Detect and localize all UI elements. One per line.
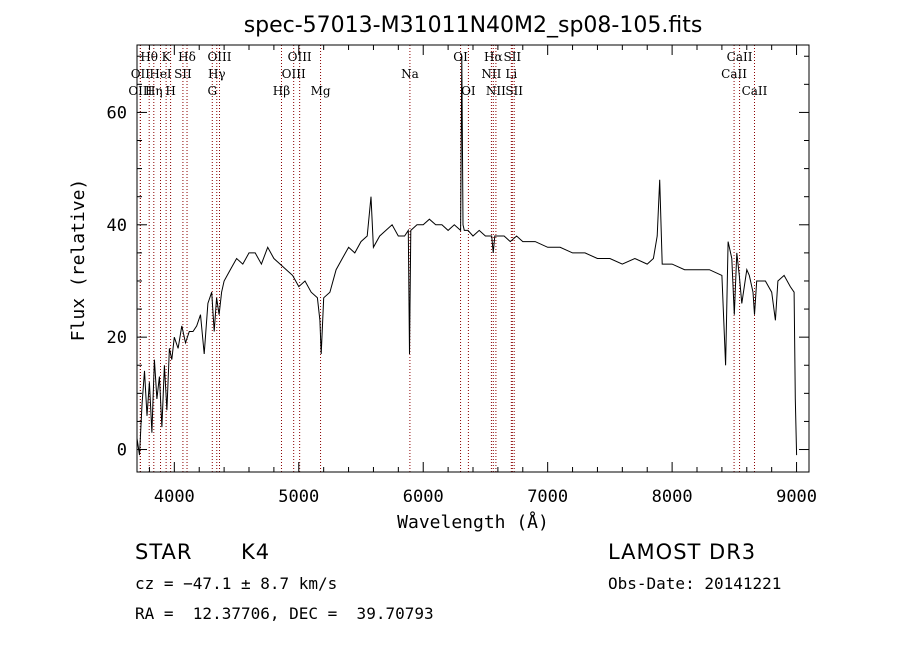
y-tick-label: 0	[117, 441, 127, 461]
spectrum-line	[136, 56, 798, 456]
spectral-line-label: CaII	[727, 50, 753, 64]
spectral-line-label: Mg	[311, 84, 331, 98]
spectral-line-label: Hδ	[178, 50, 196, 64]
x-tick-label: 5000	[278, 487, 319, 507]
axis-ticks: 4000 5000 6000 7000 8000 9000 0 20 40 60	[107, 45, 817, 507]
spectral-line-label: OII	[131, 67, 151, 81]
spectral-line-label: OIII	[207, 50, 231, 64]
spectral-line-label: SII	[505, 84, 523, 98]
spectral-line-label: Hγ	[208, 67, 226, 81]
x-tick-label: 9000	[776, 487, 817, 507]
spectral-line-label: CaII	[742, 84, 768, 98]
spectral-line-label: Hθ	[140, 50, 158, 64]
spectral-line-label: OI	[461, 84, 476, 98]
survey-name: LAMOST DR3	[608, 540, 757, 564]
x-tick-label: 8000	[652, 487, 693, 507]
spectral-line-label: Hβ	[273, 84, 290, 98]
x-tick-label: 4000	[154, 487, 195, 507]
y-tick-label: 60	[107, 103, 127, 123]
plot-frame	[136, 44, 810, 473]
x-tick-label: 7000	[527, 487, 568, 507]
spectral-line-label: SII	[503, 50, 521, 64]
spectral-line-label: H	[165, 84, 175, 98]
observation-date: Obs-Date: 20141221	[608, 574, 782, 593]
spectral-lines-layer	[139, 45, 755, 472]
spectral-line-label: Li	[505, 67, 517, 81]
x-axis-label: Wavelength (Å)	[397, 511, 549, 533]
spectral-line-label: OIII	[128, 84, 152, 98]
spectral-line-label: HeI	[149, 67, 172, 81]
y-axis-label: Flux (relative)	[68, 179, 89, 342]
spectral-line-label: CaII	[721, 67, 747, 81]
spectral-line-label: Na	[401, 67, 419, 81]
spectral-line-label: OIII	[288, 50, 312, 64]
spectral-line-labels: Hθ OII OIII K HeI Hη SII H Hδ OIII Hγ G Hβ OIII OIII Mg…	[128, 50, 767, 98]
spectral-line-label: NII	[481, 67, 501, 81]
spectral-line-label: Hη	[145, 84, 163, 98]
spectral-line-label: SII	[174, 67, 192, 81]
spectral-line-label: NII	[486, 84, 506, 98]
spectral-line-label: Hα	[484, 50, 503, 64]
x-tick-label: 6000	[403, 487, 444, 507]
object-subclass: K4	[241, 540, 271, 564]
object-class: STAR	[135, 540, 193, 564]
spectral-line-label: OI	[453, 50, 468, 64]
redshift-readout: cz = −47.1 ± 8.7 km/s	[135, 574, 338, 593]
coordinates-readout: RA = 12.37706, DEC = 39.70793	[135, 604, 434, 623]
spectral-line-label: G	[207, 84, 217, 98]
chart-title: spec-57013-M31011N40M2_sp08-105.fits	[244, 13, 703, 38]
spectral-line-label: K	[162, 50, 172, 64]
y-tick-label: 40	[107, 216, 127, 236]
spectral-line-label: OIII	[282, 67, 306, 81]
y-tick-label: 20	[107, 328, 127, 348]
